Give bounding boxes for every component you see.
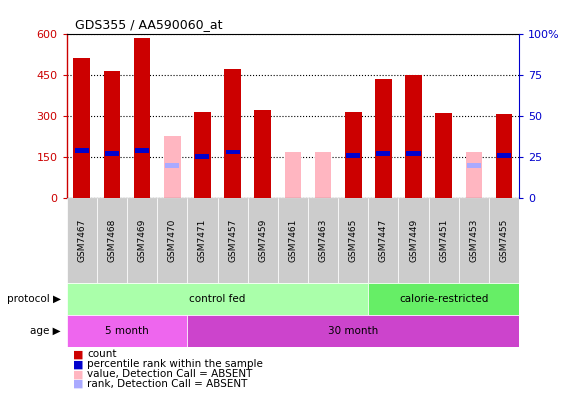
Bar — [405, 75, 422, 198]
Text: GSM7461: GSM7461 — [288, 219, 298, 262]
Text: protocol ▶: protocol ▶ — [7, 294, 61, 304]
Bar — [375, 79, 392, 198]
Bar — [134, 38, 150, 198]
Bar — [255, 110, 271, 198]
FancyBboxPatch shape — [308, 198, 338, 283]
FancyBboxPatch shape — [368, 198, 398, 283]
Text: GSM7470: GSM7470 — [168, 219, 177, 262]
Bar — [346, 153, 360, 158]
Text: ■: ■ — [72, 359, 83, 369]
Bar — [104, 70, 120, 198]
Text: GSM7459: GSM7459 — [258, 219, 267, 262]
Bar — [376, 151, 390, 156]
Text: ■: ■ — [72, 349, 83, 360]
Text: GSM7457: GSM7457 — [228, 219, 237, 262]
Bar — [345, 112, 361, 198]
Text: GSM7447: GSM7447 — [379, 219, 388, 262]
Text: GSM7453: GSM7453 — [469, 219, 478, 262]
Bar — [164, 136, 180, 198]
Text: GSM7463: GSM7463 — [318, 219, 328, 262]
Text: count: count — [87, 349, 117, 360]
FancyBboxPatch shape — [127, 198, 157, 283]
FancyBboxPatch shape — [157, 198, 187, 283]
FancyBboxPatch shape — [187, 198, 218, 283]
Bar — [135, 148, 149, 153]
Text: GSM7467: GSM7467 — [77, 219, 86, 262]
Text: ■: ■ — [72, 369, 83, 379]
FancyBboxPatch shape — [489, 198, 519, 283]
FancyBboxPatch shape — [218, 198, 248, 283]
Bar — [105, 151, 119, 156]
Bar — [226, 150, 240, 154]
Bar — [496, 114, 512, 198]
Text: ■: ■ — [72, 379, 83, 389]
Bar — [436, 113, 452, 198]
Text: 5 month: 5 month — [105, 326, 149, 336]
Text: GSM7468: GSM7468 — [107, 219, 117, 262]
Bar — [74, 58, 90, 198]
FancyBboxPatch shape — [368, 283, 519, 315]
Bar — [466, 152, 482, 198]
Text: control fed: control fed — [189, 294, 246, 304]
FancyBboxPatch shape — [338, 198, 368, 283]
FancyBboxPatch shape — [67, 283, 368, 315]
Bar — [285, 152, 301, 198]
Text: calorie-restricted: calorie-restricted — [399, 294, 488, 304]
FancyBboxPatch shape — [278, 198, 308, 283]
FancyBboxPatch shape — [248, 198, 278, 283]
Bar — [467, 163, 481, 168]
Bar — [75, 148, 89, 153]
Bar — [194, 112, 211, 198]
FancyBboxPatch shape — [398, 198, 429, 283]
Text: GDS355 / AA590060_at: GDS355 / AA590060_at — [75, 18, 223, 31]
FancyBboxPatch shape — [459, 198, 489, 283]
Text: rank, Detection Call = ABSENT: rank, Detection Call = ABSENT — [87, 379, 248, 389]
Text: percentile rank within the sample: percentile rank within the sample — [87, 359, 263, 369]
FancyBboxPatch shape — [97, 198, 127, 283]
Text: GSM7469: GSM7469 — [137, 219, 147, 262]
Text: GSM7455: GSM7455 — [499, 219, 509, 262]
Text: value, Detection Call = ABSENT: value, Detection Call = ABSENT — [87, 369, 252, 379]
Text: GSM7451: GSM7451 — [439, 219, 448, 262]
Text: age ▶: age ▶ — [30, 326, 61, 336]
Bar — [224, 69, 241, 198]
FancyBboxPatch shape — [187, 315, 519, 346]
Bar — [165, 163, 179, 168]
Bar — [195, 154, 209, 159]
FancyBboxPatch shape — [429, 198, 459, 283]
Bar — [407, 151, 420, 156]
FancyBboxPatch shape — [67, 198, 97, 283]
Bar — [315, 152, 331, 198]
Text: GSM7449: GSM7449 — [409, 219, 418, 262]
Text: GSM7471: GSM7471 — [198, 219, 207, 262]
Bar — [497, 153, 511, 158]
FancyBboxPatch shape — [67, 315, 187, 346]
Text: 30 month: 30 month — [328, 326, 378, 336]
Text: GSM7465: GSM7465 — [349, 219, 358, 262]
